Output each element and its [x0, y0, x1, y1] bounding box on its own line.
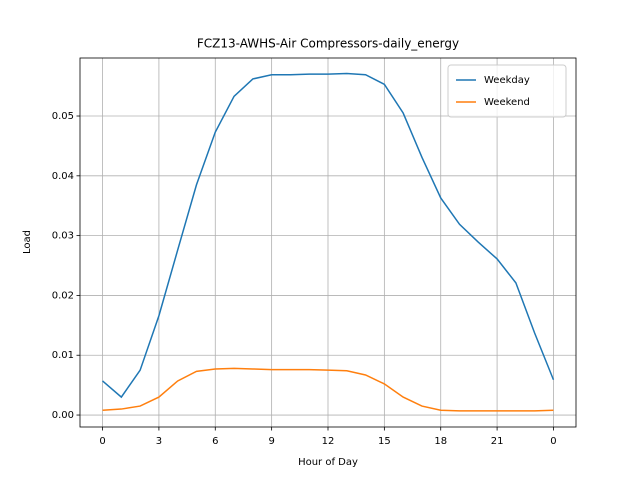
x-tick-label: 21	[491, 436, 504, 447]
y-axis-label: Load	[22, 230, 33, 254]
y-tick-label: 0.04	[52, 171, 74, 182]
legend-label: Weekday	[484, 75, 530, 86]
x-tick-label: 0	[99, 436, 105, 447]
x-tick-label: 0	[550, 436, 556, 447]
plot-frame	[79, 57, 577, 428]
x-axis-label: Hour of Day	[298, 457, 358, 468]
legend-label: Weekend	[484, 97, 530, 108]
x-tick-label: 9	[268, 436, 274, 447]
x-tick-label: 12	[322, 436, 335, 447]
legend-frame	[447, 64, 567, 118]
chart-title: FCZ13-AWHS-Air Compressors-daily_energy	[197, 37, 459, 51]
x-tick-label: 15	[378, 436, 391, 447]
line-series	[102, 367, 554, 412]
y-tick-label: 0.05	[52, 111, 74, 122]
y-tick-label: 0.00	[52, 410, 74, 421]
y-tick-label: 0.02	[52, 290, 74, 301]
x-tick-label: 3	[156, 436, 162, 447]
x-tick-label: 6	[212, 436, 218, 447]
y-tick-label: 0.01	[52, 350, 74, 361]
y-tick-label: 0.03	[52, 231, 74, 242]
line-series	[102, 72, 555, 399]
x-tick-label: 18	[434, 436, 447, 447]
